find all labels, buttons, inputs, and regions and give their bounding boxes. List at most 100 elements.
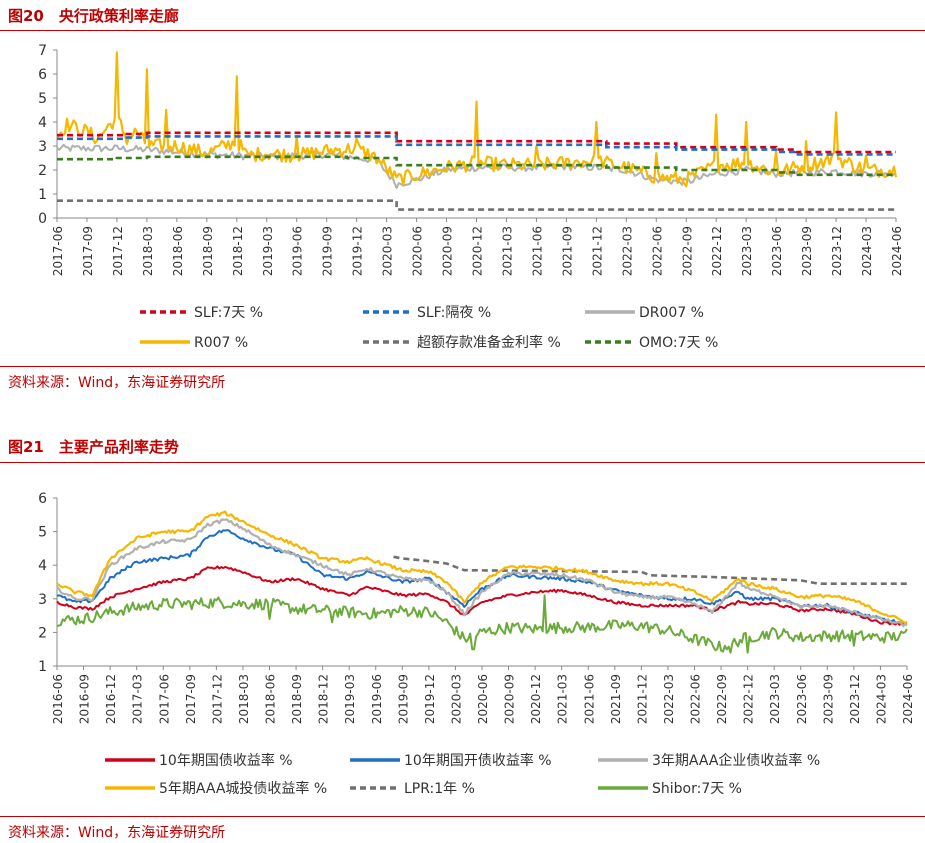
x-tick-label: 2021-03 — [500, 226, 514, 276]
figure-21-top-rule — [0, 462, 925, 463]
x-tick-label: 2022-03 — [662, 674, 676, 724]
x-tick-label: 2020-06 — [476, 674, 490, 724]
legend-label: 超额存款准备金利率 % — [417, 334, 561, 351]
x-tick-label: 2023-03 — [768, 674, 782, 724]
x-tick-label: 2017-09 — [81, 226, 95, 276]
product-rate-trend-chart: 1 2 3 4 5 6 2016-06 2016-09 2016-12 2017-03 2017-0… — [38, 491, 915, 797]
x-tick-label: 2022-12 — [710, 226, 724, 276]
x-tick-label: 2023-03 — [740, 226, 754, 276]
x-tick-label: 2020-06 — [411, 226, 425, 276]
x-tick-label: 2020-12 — [471, 226, 485, 276]
x-tick-label: 2022-09 — [715, 674, 729, 724]
x-tick-label: 2024-03 — [860, 226, 874, 276]
x-tick-label: 2022-03 — [620, 226, 634, 276]
x-tick-label: 2021-09 — [560, 226, 574, 276]
x-tick-label: 2019-03 — [343, 674, 357, 724]
x-tick-label: 2024-03 — [874, 674, 888, 724]
figure-20-bottom-rule — [0, 366, 925, 367]
x-tick-label: 2022-06 — [689, 674, 703, 724]
series-3-3-aaa-line — [56, 518, 908, 628]
x-tick-label: 2018-09 — [201, 226, 215, 276]
policy-rate-corridor-chart: 0 1 2 3 4 5 6 7 2017-06 2017-09 2017-12 2018-03 2018… — [38, 43, 904, 351]
series-1-10-line — [56, 565, 908, 626]
legend-label: OMO:7天 % — [639, 335, 718, 351]
x-tick-label: 2023-09 — [821, 674, 835, 724]
x-tick-label: 2021-12 — [590, 226, 604, 276]
x-tick-label: 2020-03 — [381, 226, 395, 276]
legend-label: DR007 % — [639, 305, 704, 321]
x-tick-label: 2023-09 — [800, 226, 814, 276]
y-tick-label: 4 — [38, 115, 47, 131]
figure-20-title: 图20 央行政策利率走廊 — [8, 7, 179, 25]
legend-label: R007 % — [194, 335, 248, 351]
x-tick-label: 2018-09 — [290, 674, 304, 724]
figure-21-title: 图21 主要产品利率走势 — [8, 438, 179, 456]
legend-label: 5年期AAA城投债收益率 % — [159, 780, 327, 797]
series-6-shibor-7-line — [56, 594, 908, 654]
x-tick-label: 2023-12 — [830, 226, 844, 276]
x-tick-label: 2016-06 — [51, 674, 65, 724]
legend-label: 3年期AAA企业债收益率 % — [652, 752, 820, 769]
x-tick-label: 2020-12 — [529, 674, 543, 724]
x-tick-label: 2016-12 — [104, 674, 118, 724]
y-tick-label: 3 — [38, 139, 47, 155]
legend-label: SLF:隔夜 % — [417, 305, 491, 321]
x-tick-label: 2020-09 — [503, 674, 517, 724]
x-tick-label: 2018-12 — [231, 226, 245, 276]
series-5-lpr-1-line — [393, 555, 907, 585]
x-tick-label: 2017-12 — [111, 226, 125, 276]
series-5-line — [57, 199, 896, 211]
y-tick-label: 6 — [38, 491, 47, 507]
series-6-omo-7-line — [57, 155, 896, 177]
legend-label: SLF:7天 % — [194, 305, 263, 321]
x-tick-label: 2019-06 — [370, 674, 384, 724]
legend-label: LPR:1年 % — [404, 781, 475, 797]
x-tick-label: 2017-09 — [184, 674, 198, 724]
y-tick-label: 5 — [38, 91, 47, 107]
x-tick-label: 2024-06 — [890, 226, 904, 276]
figure-21-source: 资料来源：Wind，东海证券研究所 — [8, 825, 226, 841]
x-tick-label: 2021-09 — [609, 674, 623, 724]
figure-20-source: 资料来源：Wind，东海证券研究所 — [8, 375, 226, 391]
figure-20-top-rule — [0, 30, 925, 31]
x-tick-label: 2019-12 — [423, 674, 437, 724]
y-tick-label: 2 — [38, 163, 47, 179]
legend-label: Shibor:7天 % — [652, 781, 742, 797]
x-tick-label: 2021-06 — [582, 674, 596, 724]
x-tick-label: 2018-03 — [237, 674, 251, 724]
y-tick-label: 1 — [38, 187, 47, 203]
x-tick-label: 2023-06 — [795, 674, 809, 724]
x-tick-label: 2017-12 — [210, 674, 224, 724]
x-tick-label: 2017-03 — [131, 674, 145, 724]
x-tick-label: 2020-09 — [441, 226, 455, 276]
x-tick-label: 2019-06 — [291, 226, 305, 276]
x-tick-label: 2022-06 — [650, 226, 664, 276]
x-tick-label: 2019-09 — [321, 226, 335, 276]
x-tick-label: 2018-06 — [171, 226, 185, 276]
y-tick-label: 7 — [38, 43, 47, 59]
figure-21-bottom-rule — [0, 816, 925, 817]
x-tick-label: 2023-06 — [770, 226, 784, 276]
series-4-5-aaa-line — [56, 510, 908, 624]
x-tick-label: 2020-03 — [449, 674, 463, 724]
legend-label: 10年期国债收益率 % — [159, 752, 293, 769]
x-tick-label: 2018-06 — [264, 674, 278, 724]
y-tick-label: 0 — [38, 211, 47, 227]
y-tick-label: 6 — [38, 67, 47, 83]
x-tick-label: 2022-12 — [742, 674, 756, 724]
x-tick-label: 2023-12 — [848, 674, 862, 724]
legend-label: 10年期国开债收益率 % — [404, 752, 552, 769]
y-tick-label: 5 — [38, 525, 47, 541]
x-tick-label: 2018-03 — [141, 226, 155, 276]
x-tick-label: 2018-12 — [317, 674, 331, 724]
x-tick-label: 2017-06 — [51, 226, 65, 276]
x-tick-label: 2019-12 — [351, 226, 365, 276]
y-tick-label: 2 — [38, 625, 47, 641]
x-tick-label: 2021-03 — [556, 674, 570, 724]
series-1-slf-7-line — [57, 131, 896, 154]
series-4-r007-line — [56, 51, 898, 188]
x-tick-label: 2021-12 — [635, 674, 649, 724]
y-tick-label: 1 — [38, 659, 47, 675]
x-tick-label: 2019-09 — [396, 674, 410, 724]
x-tick-label: 2024-06 — [901, 674, 915, 724]
